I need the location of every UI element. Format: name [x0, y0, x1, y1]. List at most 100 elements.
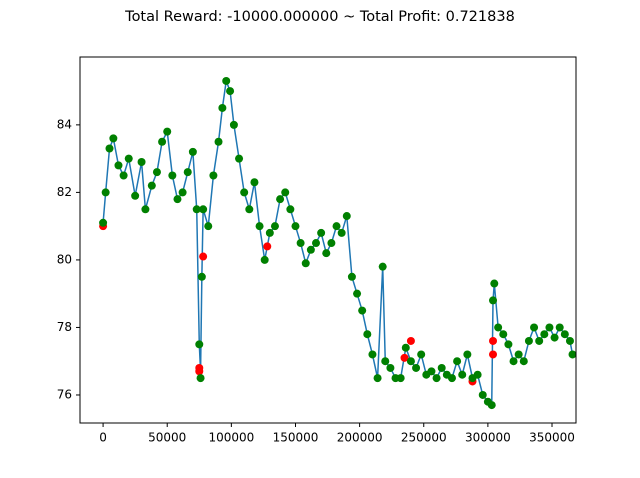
trade-marker	[114, 161, 123, 170]
trade-marker	[545, 323, 554, 332]
trade-marker	[463, 350, 472, 359]
trade-marker	[306, 245, 315, 254]
trade-marker	[137, 158, 146, 167]
trade-marker	[109, 134, 118, 143]
trade-marker	[368, 350, 377, 359]
trade-marker	[555, 323, 564, 332]
trade-marker	[417, 350, 426, 359]
trade-marker	[195, 340, 204, 349]
trade-marker	[235, 154, 244, 163]
trade-marker	[535, 336, 544, 345]
trade-marker	[373, 374, 382, 383]
trade-marker	[245, 205, 254, 214]
trade-marker	[168, 171, 177, 180]
trade-marker	[163, 127, 172, 136]
trade-marker	[473, 370, 482, 379]
trade-marker	[519, 357, 528, 366]
x-tick-label: 50000	[148, 431, 186, 445]
trade-marker	[447, 374, 456, 383]
trade-marker	[514, 350, 523, 359]
trade-marker	[509, 357, 518, 366]
trade-marker	[530, 323, 539, 332]
trade-marker	[196, 374, 205, 383]
trade-marker	[332, 222, 341, 231]
trade-marker	[560, 330, 569, 339]
trade-marker	[199, 252, 208, 261]
trade-marker	[396, 374, 405, 383]
trade-marker	[101, 188, 110, 197]
trade-marker	[312, 239, 321, 248]
trade-marker	[276, 195, 285, 204]
y-tick-label: 80	[57, 252, 72, 266]
trade-marker	[363, 330, 372, 339]
trade-marker	[400, 353, 409, 362]
trade-marker	[353, 289, 362, 298]
trade-marker	[281, 188, 290, 197]
trade-marker	[265, 228, 274, 237]
trade-marker	[286, 205, 295, 214]
trade-marker	[337, 228, 346, 237]
trade-marker	[565, 336, 574, 345]
chart-title: Total Reward: -10000.000000 ~ Total Prof…	[124, 9, 515, 25]
trade-marker	[199, 205, 208, 214]
trade-marker	[427, 367, 436, 376]
trade-marker	[524, 336, 533, 345]
trade-marker	[152, 168, 161, 177]
trade-marker	[178, 188, 187, 197]
trade-marker	[255, 222, 264, 231]
x-tick-label: 100000	[208, 431, 254, 445]
trade-marker	[214, 137, 223, 146]
trade-marker	[218, 103, 227, 112]
trade-marker	[550, 333, 559, 342]
trade-marker	[147, 181, 156, 190]
trade-marker	[183, 168, 192, 177]
trade-marker	[347, 272, 356, 281]
trade-marker	[568, 350, 577, 359]
trade-marker	[131, 191, 140, 200]
plot-area	[99, 76, 577, 410]
trade-marker	[490, 279, 499, 288]
trade-marker	[327, 239, 336, 248]
y-tick-label: 78	[57, 320, 72, 334]
trade-marker	[204, 222, 213, 231]
trade-marker	[158, 137, 167, 146]
trade-marker	[489, 350, 498, 359]
trade-marker	[437, 363, 446, 372]
trade-marker	[540, 330, 549, 339]
price-line	[102, 80, 574, 407]
x-tick-label: 200000	[337, 431, 383, 445]
x-tick-label: 250000	[401, 431, 447, 445]
trade-marker	[270, 222, 279, 231]
trade-marker	[432, 374, 441, 383]
trade-marker	[342, 212, 351, 221]
trade-marker	[478, 390, 487, 399]
y-tick-label: 76	[57, 387, 72, 401]
trade-marker	[381, 357, 390, 366]
y-tick-label: 84	[57, 117, 72, 131]
trade-marker	[240, 188, 249, 197]
trade-marker	[119, 171, 128, 180]
trade-marker	[263, 242, 272, 251]
trade-marker	[499, 330, 508, 339]
trade-marker	[386, 363, 395, 372]
trade-marker	[195, 367, 204, 376]
trade-marker	[291, 222, 300, 231]
trade-marker	[504, 340, 513, 349]
trade-marker	[494, 323, 503, 332]
trade-marker	[453, 357, 462, 366]
trade-marker	[192, 205, 201, 214]
trade-marker	[317, 228, 326, 237]
trade-marker	[458, 370, 467, 379]
trade-marker	[378, 262, 387, 271]
trade-marker	[173, 195, 182, 204]
trade-marker	[489, 336, 498, 345]
trade-marker	[209, 171, 218, 180]
trade-marker	[260, 255, 269, 264]
x-tick-label: 300000	[465, 431, 511, 445]
y-tick-label: 82	[57, 185, 72, 199]
trade-marker	[406, 357, 415, 366]
trade-marker	[99, 218, 108, 227]
x-tick-label: 150000	[273, 431, 319, 445]
